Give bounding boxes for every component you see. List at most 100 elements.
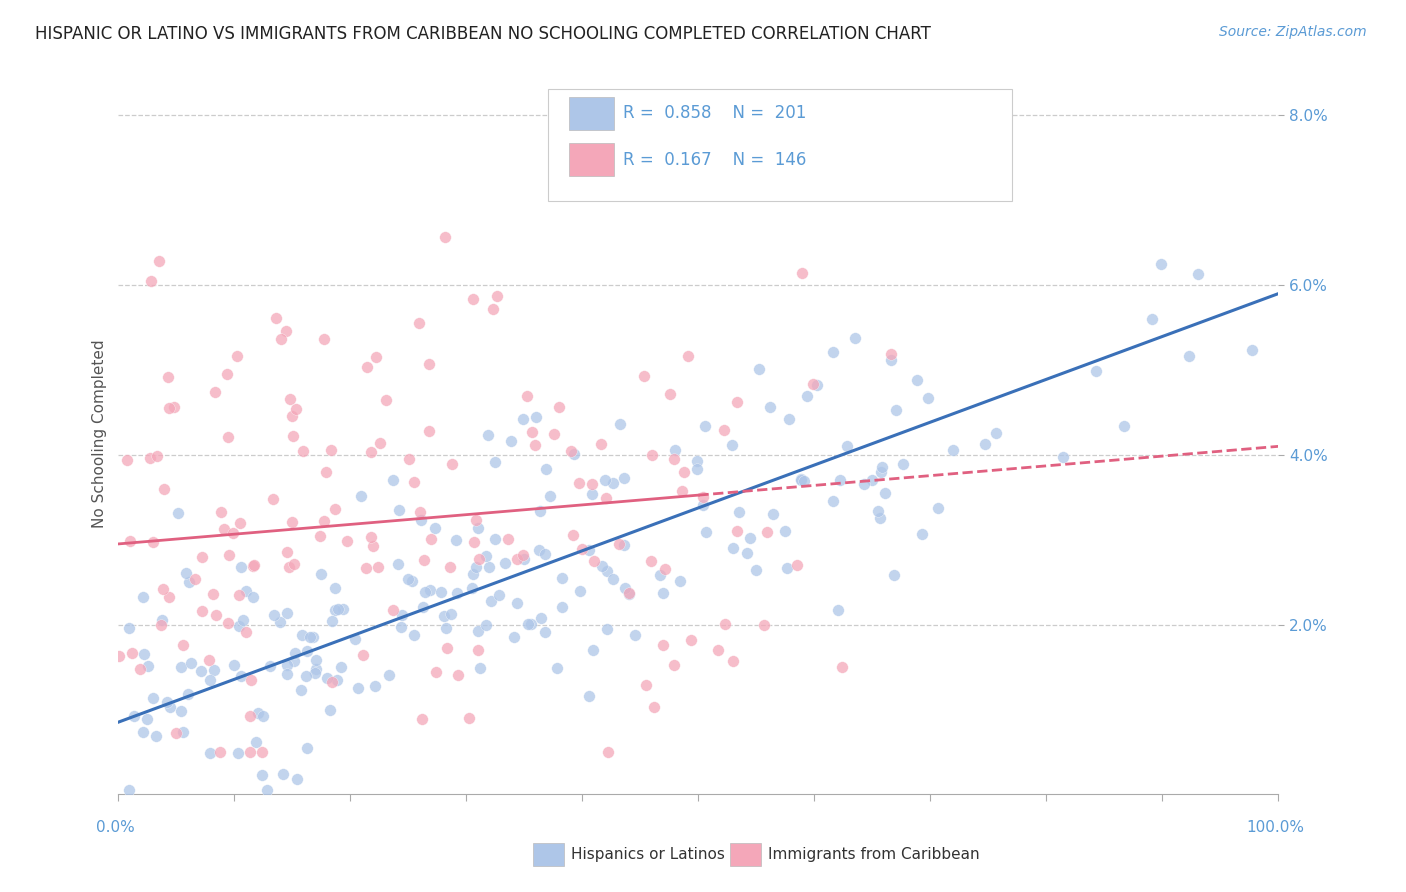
Text: R =  0.167    N =  146: R = 0.167 N = 146	[623, 151, 806, 169]
Point	[180, 656, 202, 670]
Point	[464, 559, 486, 574]
Point	[197, 653, 219, 667]
Point	[725, 394, 748, 409]
Point	[124, 708, 146, 723]
Point	[609, 417, 631, 431]
Point	[595, 564, 617, 578]
Point	[387, 558, 409, 572]
Point	[571, 542, 593, 557]
Point	[404, 475, 426, 489]
Point	[201, 587, 224, 601]
Point	[323, 502, 346, 516]
Point	[844, 331, 866, 345]
Text: Immigrants from Caribbean: Immigrants from Caribbean	[768, 847, 980, 862]
Point	[217, 367, 239, 381]
Point	[276, 667, 298, 681]
Point	[157, 590, 180, 604]
Point	[433, 229, 456, 244]
Point	[467, 521, 489, 535]
Point	[827, 603, 849, 617]
Point	[200, 673, 222, 688]
Point	[316, 671, 339, 685]
Point	[440, 457, 463, 471]
Point	[270, 332, 292, 346]
Point	[321, 675, 343, 690]
Point	[870, 460, 893, 475]
Point	[381, 603, 404, 617]
Point	[290, 683, 312, 698]
Point	[725, 524, 748, 539]
Point	[299, 630, 322, 644]
Point	[738, 531, 761, 545]
Point	[793, 474, 815, 488]
Point	[582, 642, 605, 657]
Point	[613, 538, 636, 552]
Point	[412, 553, 434, 567]
Point	[269, 615, 291, 630]
Point	[745, 563, 768, 577]
Point	[728, 505, 751, 519]
Point	[361, 540, 384, 554]
Point	[692, 498, 714, 512]
Text: Hispanics or Latinos: Hispanics or Latinos	[571, 847, 724, 862]
Point	[319, 702, 342, 716]
Point	[524, 409, 547, 424]
Point	[801, 377, 824, 392]
Point	[218, 548, 240, 562]
Point	[277, 560, 299, 574]
Point	[512, 412, 534, 426]
Point	[366, 351, 388, 365]
Point	[159, 700, 181, 714]
Point	[512, 551, 534, 566]
Point	[115, 453, 138, 467]
Point	[243, 558, 266, 572]
Point	[284, 646, 307, 660]
Point	[596, 745, 619, 759]
Point	[1178, 349, 1201, 363]
Point	[136, 712, 159, 726]
Point	[212, 522, 235, 536]
Point	[467, 643, 489, 657]
Point	[790, 266, 813, 280]
Point	[522, 425, 544, 439]
Point	[561, 528, 583, 542]
Point	[281, 516, 304, 530]
Point	[516, 389, 538, 403]
Point	[654, 562, 676, 576]
Point	[311, 566, 333, 581]
Point	[676, 350, 699, 364]
Point	[602, 475, 624, 490]
Point	[145, 449, 167, 463]
Point	[283, 557, 305, 571]
Point	[217, 430, 239, 444]
Point	[543, 426, 565, 441]
Text: Source: ZipAtlas.com: Source: ZipAtlas.com	[1219, 25, 1367, 39]
Point	[866, 504, 889, 518]
Point	[1150, 257, 1173, 271]
Point	[582, 554, 605, 568]
Point	[420, 533, 443, 547]
Point	[139, 451, 162, 466]
Point	[226, 747, 249, 761]
Point	[250, 745, 273, 759]
Point	[538, 489, 561, 503]
Point	[202, 663, 225, 677]
Point	[139, 274, 162, 288]
Point	[823, 493, 845, 508]
Point	[613, 471, 636, 485]
Point	[534, 462, 557, 476]
Point	[461, 567, 484, 582]
Point	[617, 587, 640, 601]
Point	[356, 360, 378, 375]
Point	[169, 704, 191, 718]
Point	[262, 491, 284, 506]
Point	[166, 506, 188, 520]
Point	[411, 513, 433, 527]
Point	[404, 628, 426, 642]
Point	[314, 515, 336, 529]
Point	[278, 392, 301, 406]
Point	[478, 559, 501, 574]
Point	[131, 590, 153, 604]
Point	[271, 767, 294, 781]
Point	[235, 625, 257, 640]
